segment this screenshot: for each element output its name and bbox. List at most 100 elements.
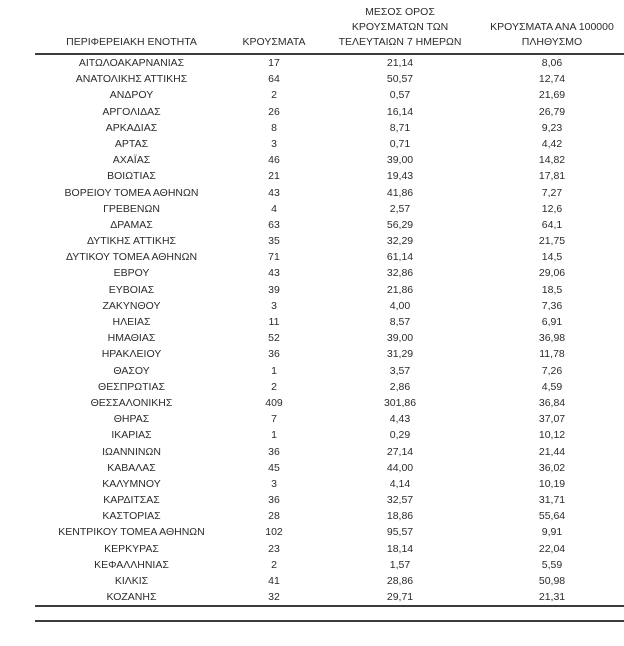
avg-7day-cell: 39,00 — [386, 332, 414, 345]
regional-unit-cell: ΗΜΑΘΙΑΣ — [107, 332, 156, 345]
stats-table: ΠΕΡΙΦΕΡΕΙΑΚΗ ΕΝΟΤΗΤΑ ΚΡΟΥΣΜΑΤΑ ΜΕΣΟΣ ΟΡΟ… — [35, 5, 624, 608]
per-100k-cell: 21,75 — [538, 235, 566, 248]
cases-cell: 35 — [268, 235, 280, 248]
table-row: ΚΑΒΑΛΑΣ 45 44,00 36,02 — [35, 460, 624, 476]
cases-cell: 11 — [268, 316, 280, 328]
regional-unit-cell: ΕΒΡΟΥ — [113, 267, 150, 280]
per-100k-cell: 36,02 — [538, 461, 566, 474]
avg-7day-cell: 0,71 — [389, 137, 411, 150]
avg-7day-cell: 56,29 — [386, 218, 414, 231]
avg-7day-cell: 0,29 — [389, 429, 411, 442]
per-100k-cell: 11,78 — [539, 348, 565, 361]
table-row: ΚΟΖΑΝΗΣ 32 29,71 21,31 — [35, 589, 624, 608]
avg-7day-cell: 4,14 — [389, 477, 411, 490]
cases-cell: 8 — [271, 121, 277, 134]
cases-cell: 7 — [271, 413, 277, 426]
per-100k-cell: 9,91 — [541, 526, 563, 539]
per-100k-cell: 14,82 — [538, 154, 566, 167]
cases-cell: 2 — [271, 89, 277, 102]
cases-cell: 21 — [268, 170, 280, 183]
cases-cell: 36 — [268, 445, 280, 458]
table-row: ΚΑΣΤΟΡΙΑΣ 28 18,86 55,64 — [35, 508, 624, 524]
regional-unit-cell: ΘΗΡΑΣ — [113, 413, 150, 426]
per-100k-cell: 9,23 — [541, 121, 563, 134]
table-row: ΙΚΑΡΙΑΣ 1 0,29 10,12 — [35, 427, 624, 443]
cases-cell: 23 — [268, 542, 280, 555]
regional-unit-cell: ΓΡΕΒΕΝΩΝ — [103, 202, 160, 215]
regional-unit-cell: ΑΡΓΟΛΙΔΑΣ — [102, 105, 161, 118]
table-row: ΔΥΤΙΚΗΣ ΑΤΤΙΚΗΣ 35 32,29 21,75 — [35, 233, 624, 249]
col-header-avg-7day: ΜΕΣΟΣ ΟΡΟΣ ΚΡΟΥΣΜΑΤΩΝ ΤΩΝ ΤΕΛΕΥΤΑΙΩΝ 7 Η… — [320, 5, 480, 55]
table-row: ΑΡΓΟΛΙΔΑΣ 26 16,14 26,79 — [35, 104, 624, 120]
per-100k-cell: 5,59 — [541, 558, 563, 571]
table-row: ΘΗΡΑΣ 7 4,43 37,07 — [35, 411, 624, 427]
avg-7day-cell: 8,57 — [389, 316, 411, 328]
table-row: ΚΕΡΚΥΡΑΣ 23 18,14 22,04 — [35, 541, 624, 557]
regional-unit-cell: ΑΡΤΑΣ — [114, 137, 149, 150]
avg-7day-cell: 18,14 — [386, 542, 414, 555]
per-100k-cell: 31,71 — [538, 494, 566, 507]
cases-cell: 26 — [268, 105, 280, 118]
regional-unit-cell: ΑΝΑΤΟΛΙΚΗΣ ΑΤΤΙΚΗΣ — [75, 73, 188, 86]
regional-cases-table: ΠΕΡΙΦΕΡΕΙΑΚΗ ΕΝΟΤΗΤΑ ΚΡΟΥΣΜΑΤΑ ΜΕΣΟΣ ΟΡΟ… — [35, 5, 624, 608]
cases-cell: 46 — [268, 154, 280, 167]
avg-7day-cell: 3,57 — [389, 364, 411, 377]
per-100k-cell: 10,19 — [538, 477, 566, 490]
avg-7day-cell: 0,57 — [389, 89, 411, 102]
regional-unit-cell: ΔΡΑΜΑΣ — [110, 218, 153, 231]
per-100k-cell: 64,1 — [541, 218, 563, 231]
per-100k-cell: 4,42 — [541, 137, 563, 150]
regional-unit-cell: ΔΥΤΙΚΟΥ ΤΟΜΕΑ ΑΘΗΝΩΝ — [65, 251, 198, 264]
table-row: ΘΕΣΣΑΛΟΝΙΚΗΣ 409 301,86 36,84 — [35, 395, 624, 411]
table-row: ΑΡΚΑΔΙΑΣ 8 8,71 9,23 — [35, 120, 624, 136]
table-row: ΚΑΛΥΜΝΟΥ 3 4,14 10,19 — [35, 476, 624, 492]
regional-unit-cell: ΙΚΑΡΙΑΣ — [111, 429, 152, 442]
avg-7day-cell: 301,86 — [383, 396, 417, 409]
table-row: ΑΡΤΑΣ 3 0,71 4,42 — [35, 136, 624, 152]
per-100k-cell: 12,74 — [538, 73, 566, 86]
table-body: ΑΙΤΩΛΟΑΚΑΡΝΑΝΙΑΣ 17 21,14 8,06 ΑΝΑΤΟΛΙΚΗΣ ΑΤ… — [35, 54, 624, 608]
table-row: ΙΩΑΝΝΙΝΩΝ 36 27,14 21,44 — [35, 444, 624, 460]
table-row: ΘΑΣΟΥ 1 3,57 7,26 — [35, 363, 624, 379]
regional-unit-cell: ΑΧΑΪΑΣ — [112, 154, 151, 167]
cases-cell: 3 — [271, 477, 277, 490]
avg-7day-cell: 44,00 — [386, 461, 414, 474]
cases-cell: 4 — [271, 202, 277, 215]
avg-7day-cell: 16,14 — [386, 105, 414, 118]
table-row: ΕΥΒΟΙΑΣ 39 21,86 18,5 — [35, 282, 624, 298]
cases-cell: 39 — [268, 283, 280, 296]
table-row: ΗΡΑΚΛΕΙΟΥ 36 31,29 11,78 — [35, 346, 624, 362]
cases-cell: 45 — [268, 461, 280, 474]
regional-unit-cell: ΔΥΤΙΚΗΣ ΑΤΤΙΚΗΣ — [86, 235, 177, 248]
regional-unit-cell: ΘΑΣΟΥ — [113, 364, 150, 377]
cases-cell: 1 — [271, 429, 277, 442]
cases-cell: 71 — [268, 251, 280, 264]
avg-7day-cell: 8,71 — [389, 121, 411, 134]
per-100k-cell: 14,5 — [541, 251, 563, 264]
per-100k-cell: 4,59 — [541, 380, 563, 393]
regional-unit-cell: ΚΕΦΑΛΛΗΝΙΑΣ — [94, 558, 169, 571]
cases-cell: 2 — [271, 380, 277, 393]
regional-unit-cell: ΘΕΣΠΡΩΤΙΑΣ — [98, 380, 165, 393]
avg-7day-cell: 4,43 — [389, 413, 411, 426]
header-row: ΠΕΡΙΦΕΡΕΙΑΚΗ ΕΝΟΤΗΤΑ ΚΡΟΥΣΜΑΤΑ ΜΕΣΟΣ ΟΡΟ… — [35, 5, 624, 55]
col-header-cases: ΚΡΟΥΣΜΑΤΑ — [228, 5, 320, 55]
per-100k-cell: 21,69 — [538, 89, 566, 102]
regional-unit-cell: ΑΙΤΩΛΟΑΚΑΡΝΑΝΙΑΣ — [78, 57, 185, 69]
cases-cell: 32 — [228, 589, 320, 608]
cases-cell: 2 — [271, 558, 277, 571]
per-100k-cell: 29,06 — [538, 267, 566, 280]
avg-7day-cell: 95,57 — [386, 526, 414, 539]
avg-7day-cell: 21,86 — [386, 283, 414, 296]
table-row: ΖΑΚΥΝΘΟΥ 3 4,00 7,36 — [35, 298, 624, 314]
table-row: ΗΜΑΘΙΑΣ 52 39,00 36,98 — [35, 330, 624, 346]
per-100k-cell: 55,64 — [538, 510, 566, 523]
avg-7day-cell: 29,71 — [320, 589, 480, 608]
regional-unit-cell: ΚΑΛΥΜΝΟΥ — [102, 477, 161, 490]
cases-cell: 41 — [268, 575, 280, 587]
cases-cell: 409 — [265, 396, 283, 409]
avg-7day-cell: 1,57 — [389, 558, 411, 571]
per-100k-cell: 7,36 — [541, 299, 563, 312]
per-100k-cell: 7,26 — [541, 364, 563, 377]
cases-cell: 63 — [268, 218, 280, 231]
